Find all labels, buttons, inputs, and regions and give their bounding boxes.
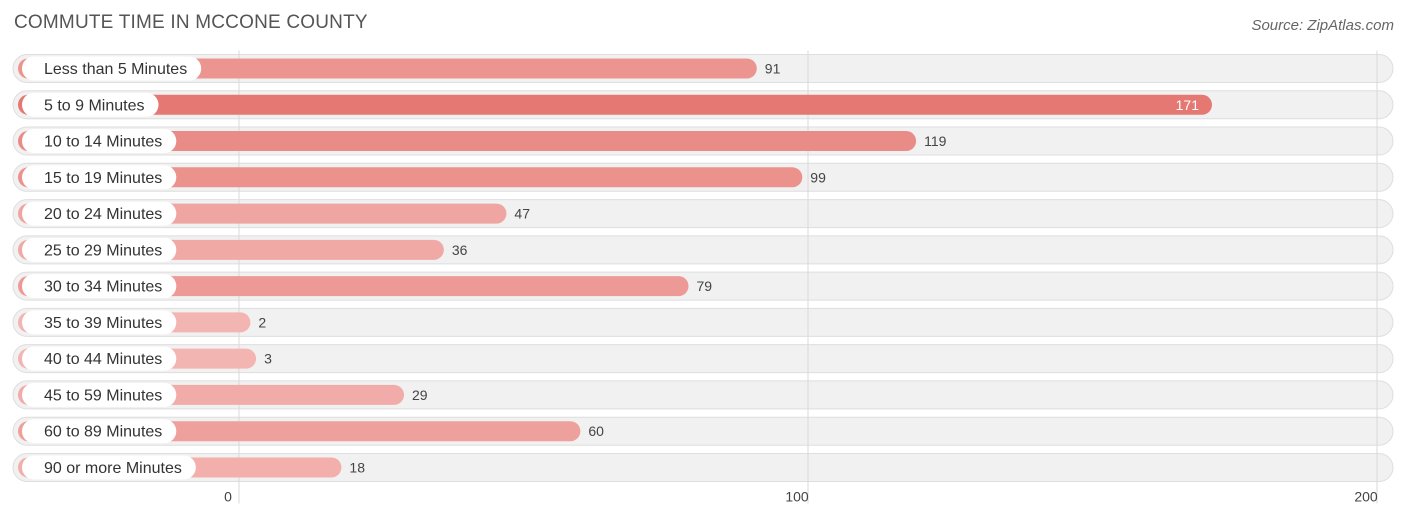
category-label: 60 to 89 Minutes — [44, 424, 162, 441]
category-label-pill — [22, 274, 177, 299]
value-label: 119 — [924, 133, 947, 149]
value-label: 171 — [1176, 97, 1200, 113]
category-label: 5 to 9 Minutes — [44, 97, 145, 114]
category-label: 30 to 34 Minutes — [44, 279, 162, 296]
chart-source: Source: ZipAtlas.com — [1251, 17, 1394, 34]
value-label: 2 — [258, 314, 266, 330]
value-label: 3 — [264, 351, 272, 367]
value-label: 29 — [412, 387, 428, 403]
x-axis-ticks: 0 100 200 — [224, 488, 1378, 504]
category-label: 10 to 14 Minutes — [44, 134, 162, 151]
bar — [18, 131, 917, 152]
value-label: 60 — [588, 423, 604, 439]
x-tick-label: 100 — [785, 488, 809, 504]
value-label: 91 — [765, 61, 781, 77]
bar — [18, 94, 1212, 115]
category-label-pill — [22, 382, 177, 407]
category-label: Less than 5 Minutes — [44, 61, 187, 78]
category-label: 20 to 24 Minutes — [44, 206, 162, 223]
row-background — [12, 307, 1394, 337]
category-label-pill — [22, 56, 202, 81]
category-label-pill — [22, 129, 177, 154]
category-label: 45 to 59 Minutes — [44, 387, 162, 404]
bar — [18, 276, 689, 297]
bar — [18, 167, 803, 188]
row-background — [12, 344, 1394, 374]
category-label: 15 to 19 Minutes — [44, 170, 162, 187]
value-label: 47 — [514, 206, 530, 222]
bar — [18, 58, 757, 79]
category-label: 90 or more Minutes — [44, 460, 182, 477]
category-label-pill — [22, 419, 177, 444]
category-label-pill — [22, 310, 177, 335]
value-label: 18 — [349, 459, 365, 475]
x-tick-label: 0 — [224, 488, 232, 504]
chart-title: COMMUTE TIME IN MCCONE COUNTY — [14, 12, 368, 33]
category-label: 40 to 44 Minutes — [44, 351, 162, 368]
value-label: 79 — [697, 278, 713, 294]
value-label: 99 — [810, 169, 826, 185]
x-tick-label: 200 — [1354, 488, 1378, 504]
category-label-pill — [22, 92, 159, 117]
category-label-pill — [22, 346, 177, 371]
category-label-pill — [22, 165, 177, 190]
value-label: 36 — [452, 242, 468, 258]
category-label: 25 to 29 Minutes — [44, 242, 162, 259]
row-background — [12, 452, 1394, 482]
bars: Less than 5 Minutes 91 5 to 9 Minutes 171 10… — [18, 56, 1212, 480]
category-label-pill — [22, 201, 177, 226]
category-label-pill — [22, 455, 196, 480]
category-label-pill — [22, 237, 177, 262]
category-label: 35 to 39 Minutes — [44, 315, 162, 332]
row-backgrounds — [12, 54, 1394, 482]
